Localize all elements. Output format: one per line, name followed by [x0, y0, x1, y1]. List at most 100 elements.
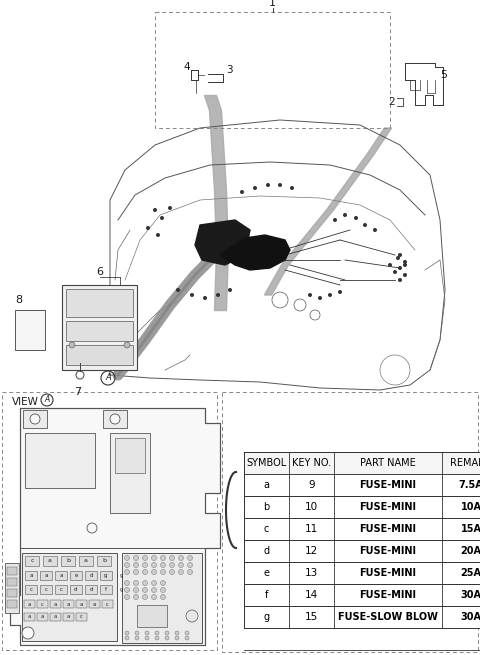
Bar — [76, 613, 87, 621]
Bar — [23, 410, 47, 428]
Circle shape — [87, 523, 97, 533]
Text: a: a — [80, 601, 83, 607]
Circle shape — [125, 631, 129, 635]
Polygon shape — [220, 235, 290, 270]
Circle shape — [328, 293, 332, 297]
Bar — [244, 518, 480, 540]
Circle shape — [188, 563, 192, 567]
Text: f: f — [265, 590, 268, 600]
Text: 30A: 30A — [460, 612, 480, 622]
Circle shape — [152, 555, 156, 561]
Circle shape — [133, 555, 139, 561]
Circle shape — [169, 563, 175, 567]
Bar — [7, 589, 17, 597]
Circle shape — [156, 233, 160, 237]
Text: 15: 15 — [305, 612, 318, 622]
Circle shape — [124, 580, 130, 586]
Bar — [62, 285, 137, 370]
Circle shape — [175, 636, 179, 640]
Circle shape — [69, 342, 75, 348]
Circle shape — [333, 218, 337, 222]
Circle shape — [354, 216, 358, 220]
Circle shape — [152, 563, 156, 567]
Bar — [137, 605, 167, 627]
Text: FUSE-MINI: FUSE-MINI — [360, 568, 417, 578]
Text: a: a — [48, 559, 52, 563]
Bar — [110, 433, 150, 513]
Circle shape — [155, 631, 159, 635]
Circle shape — [124, 595, 130, 599]
Circle shape — [133, 563, 139, 567]
Text: 8: 8 — [15, 295, 22, 305]
Bar — [50, 613, 61, 621]
Text: 20A: 20A — [460, 546, 480, 556]
Circle shape — [363, 223, 367, 227]
Circle shape — [143, 588, 147, 593]
Bar — [25, 556, 39, 566]
Text: KEY NO.: KEY NO. — [292, 458, 331, 468]
Bar — [25, 433, 95, 488]
Circle shape — [186, 610, 198, 622]
Circle shape — [228, 288, 232, 292]
Circle shape — [125, 636, 129, 640]
Text: a: a — [44, 573, 48, 578]
Bar — [40, 571, 52, 580]
Circle shape — [124, 342, 130, 348]
Bar — [70, 571, 82, 580]
Text: d: d — [89, 573, 93, 578]
Text: REMARK: REMARK — [450, 458, 480, 468]
Circle shape — [124, 563, 130, 567]
Bar — [63, 600, 74, 608]
Circle shape — [179, 555, 183, 561]
Text: b: b — [66, 559, 70, 563]
Text: c: c — [80, 614, 83, 620]
Text: 2: 2 — [388, 97, 395, 107]
Text: d: d — [264, 546, 270, 556]
Text: e: e — [264, 568, 269, 578]
Bar — [244, 562, 480, 584]
Bar — [5, 563, 19, 613]
Circle shape — [124, 555, 130, 561]
Text: e: e — [74, 573, 78, 578]
Circle shape — [179, 563, 183, 567]
Text: a: a — [84, 559, 88, 563]
Polygon shape — [195, 220, 250, 265]
Circle shape — [278, 183, 282, 187]
Text: d: d — [74, 587, 78, 592]
Bar — [244, 606, 480, 628]
Text: FUSE-MINI: FUSE-MINI — [360, 502, 417, 512]
Circle shape — [169, 555, 175, 561]
Circle shape — [203, 296, 207, 300]
Circle shape — [160, 595, 166, 599]
Text: 25A: 25A — [460, 568, 480, 578]
Text: 5: 5 — [440, 70, 447, 80]
Circle shape — [124, 588, 130, 593]
Text: a: a — [67, 601, 70, 607]
Bar — [244, 496, 480, 518]
Bar — [7, 600, 17, 608]
Circle shape — [160, 216, 164, 220]
Circle shape — [160, 580, 166, 586]
Circle shape — [393, 270, 397, 274]
Text: g: g — [119, 587, 123, 592]
Circle shape — [188, 569, 192, 574]
Circle shape — [185, 631, 189, 635]
Bar — [66, 321, 133, 341]
Text: f: f — [105, 587, 107, 592]
Text: 7: 7 — [74, 387, 82, 397]
Bar — [89, 600, 100, 608]
Text: FUSE-MINI: FUSE-MINI — [360, 480, 417, 490]
Circle shape — [160, 569, 166, 574]
Text: 30A: 30A — [460, 590, 480, 600]
Text: 4: 4 — [184, 62, 190, 72]
Circle shape — [133, 580, 139, 586]
Circle shape — [135, 631, 139, 635]
Text: c: c — [41, 601, 44, 607]
Text: c: c — [106, 601, 109, 607]
Text: 3: 3 — [226, 65, 233, 75]
Text: a: a — [29, 573, 33, 578]
Text: c: c — [30, 559, 34, 563]
Text: FUSE-MINI: FUSE-MINI — [360, 524, 417, 534]
Circle shape — [343, 213, 347, 217]
Circle shape — [143, 595, 147, 599]
